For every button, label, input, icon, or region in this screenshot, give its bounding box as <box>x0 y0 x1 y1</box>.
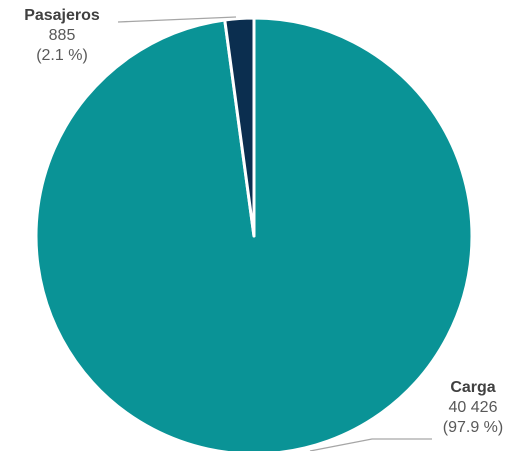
pie-slice-pasajeros <box>223 16 256 238</box>
slice-label-carga: Carga 40 426 (97.9 %) <box>428 378 515 438</box>
leader-lines <box>117 16 432 451</box>
slice-name-pasajeros: Pasajeros <box>24 7 100 24</box>
slice-percent-carga: (97.9 %) <box>442 419 504 436</box>
slice-value-pasajeros: 885 <box>48 27 76 44</box>
slice-label-pasajeros: Pasajeros 885 (2.1 %) <box>4 6 120 66</box>
pie-slices <box>34 16 474 451</box>
slice-percent-pasajeros: (2.1 %) <box>36 47 88 64</box>
leader-line-carga <box>309 438 432 451</box>
slice-name-carga: Carga <box>450 379 496 396</box>
leader-line-pasajeros <box>117 16 237 23</box>
slice-value-carga: 40 426 <box>448 399 498 416</box>
